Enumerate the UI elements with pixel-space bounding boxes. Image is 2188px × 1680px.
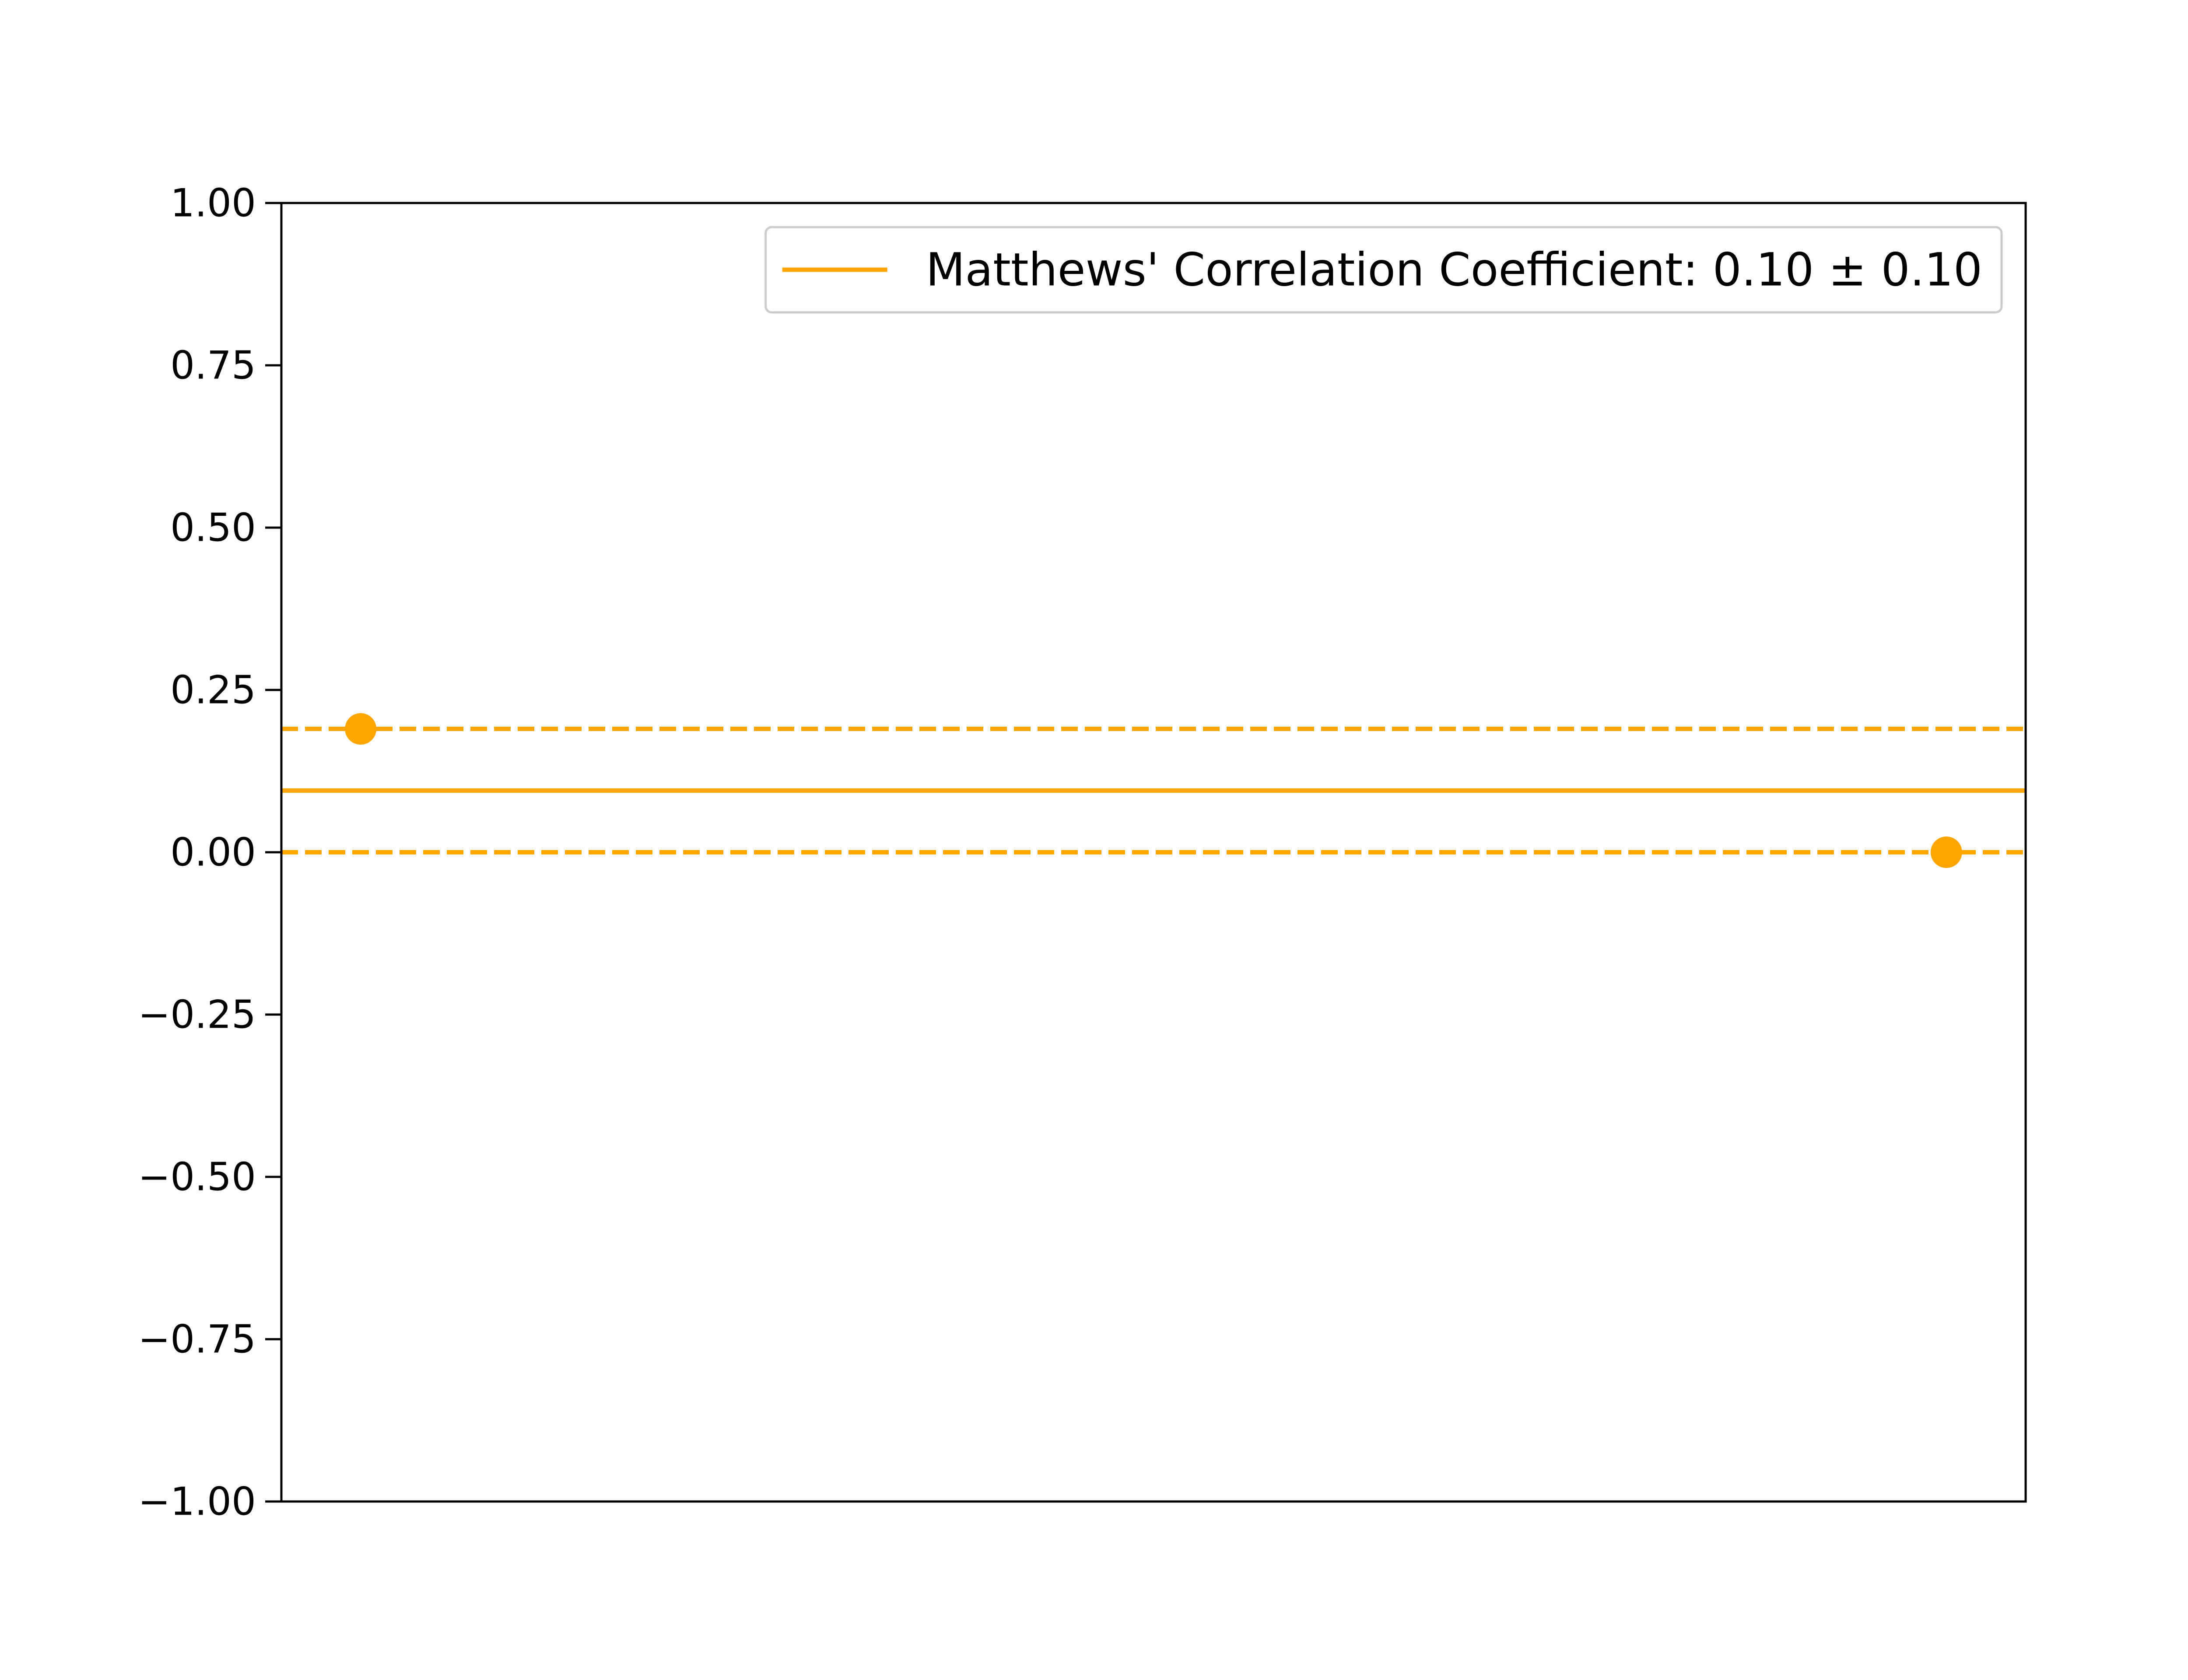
- plot-area: [281, 713, 2026, 868]
- legend-box: [764, 226, 2003, 314]
- y-tick-label: −0.75: [138, 1317, 256, 1362]
- y-axis: 1.00 0.75 0.50 0.25 0.00 −0.25 −0.50 −0.75 −1.00: [138, 181, 281, 1524]
- y-tick-label: 0.25: [170, 668, 256, 713]
- y-tick-label: 0.75: [170, 343, 256, 388]
- data-point: [1930, 836, 1962, 868]
- legend-label: Matthews' Correlation Coefficient: 0.10 …: [926, 243, 1982, 297]
- legend: Matthews' Correlation Coefficient: 0.10 …: [764, 226, 2003, 314]
- y-tick-label: −0.25: [138, 992, 256, 1037]
- data-point: [345, 713, 377, 745]
- y-tick-label: 1.00: [170, 181, 256, 226]
- y-tick-label: 0.00: [170, 830, 256, 875]
- axes-frame: [280, 202, 2027, 1503]
- y-tick-label: −0.50: [138, 1155, 256, 1200]
- y-tick-label: −1.00: [138, 1479, 256, 1524]
- y-tick-label: 0.50: [170, 505, 256, 550]
